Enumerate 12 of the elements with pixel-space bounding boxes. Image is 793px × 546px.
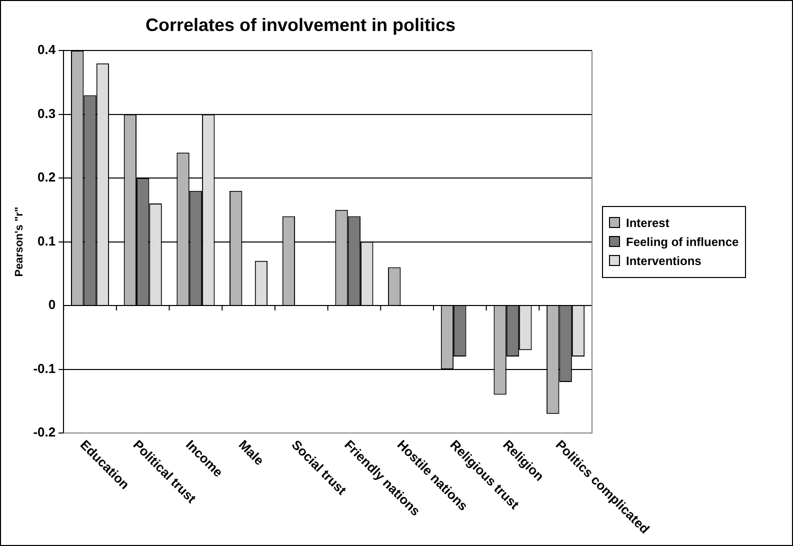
y-tick-label: -0.2: [33, 424, 56, 440]
legend-label: Interventions: [626, 254, 702, 268]
y-axis-title: Pearson's "r": [14, 206, 26, 277]
chart-title: Correlates of involvement in politics: [145, 14, 456, 35]
y-tick-label: 0.3: [38, 106, 56, 121]
y-tick-label: 0.2: [38, 170, 56, 185]
y-tick-label: 0.4: [38, 42, 56, 58]
legend-label: Interest: [626, 216, 670, 230]
y-tick-label: 0.1: [38, 233, 56, 248]
y-tick-label: -0.1: [33, 360, 56, 376]
y-tick-label: 0: [48, 297, 56, 312]
legend-label: Feeling of influence: [626, 234, 739, 249]
